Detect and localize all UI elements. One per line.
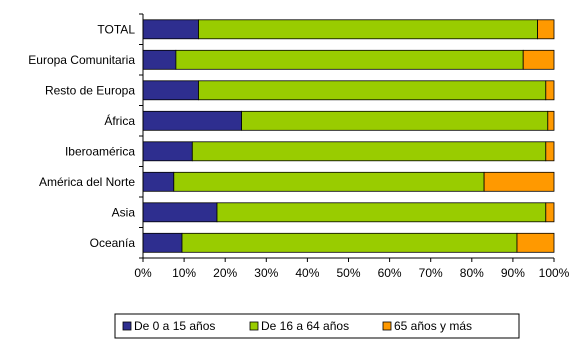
bar-africa-65-anos-y-mas (547, 110, 555, 131)
bar-iberoamerica-65-anos-y-mas (545, 141, 555, 162)
x-tick-label: 30% (254, 266, 278, 280)
category-label: Resto de Europa (45, 83, 135, 97)
category-label: Europa Comunitaria (28, 53, 135, 67)
x-tick-label: 60% (378, 266, 402, 280)
bar-asia-de-0-a-15-anos (142, 202, 218, 223)
bar-europa-comunitaria-de-16-a-64-anos (175, 49, 524, 70)
x-tick-label: 0% (134, 266, 152, 280)
labels-layer: TOTAL Europa Comunitaria Resto de Europa Áf… (28, 22, 569, 280)
legend-label-de-16-a-64-anos: De 16 a 64 años (261, 319, 349, 333)
legend: De 0 a 15 años De 16 a 64 años 65 años y m… (114, 313, 520, 339)
legend-swatch-de-0-a-15-anos (122, 321, 132, 331)
bars-layer (142, 19, 555, 253)
category-label: África (104, 113, 135, 128)
legend-label-65-anos-y-mas: 65 años y más (394, 319, 472, 333)
bar-iberoamerica-de-0-a-15-anos (142, 141, 193, 162)
bar-resto-de-europa-de-16-a-64-anos (198, 80, 547, 101)
bar-asia-de-16-a-64-anos (216, 202, 547, 223)
bar-resto-de-europa-de-0-a-15-anos (142, 80, 199, 101)
bar-europa-comunitaria-de-0-a-15-anos (142, 49, 177, 70)
bar-total-de-0-a-15-anos (142, 19, 199, 40)
legend-box (114, 313, 520, 339)
bar-asia-65-anos-y-mas (545, 202, 555, 223)
category-label: Oceanía (90, 236, 136, 250)
category-label: Iberoamérica (65, 144, 135, 158)
x-tick-label: 20% (213, 266, 237, 280)
legend-swatch-65-anos-y-mas (382, 321, 392, 331)
x-tick-label: 90% (501, 266, 525, 280)
bar-europa-comunitaria-65-anos-y-mas (522, 49, 555, 70)
x-tick-label: 100% (539, 266, 570, 280)
bar-iberoamerica-de-16-a-64-anos (191, 141, 547, 162)
bar-total-de-16-a-64-anos (198, 19, 539, 40)
category-label: América del Norte (39, 175, 135, 189)
bar-america-del-norte-de-0-a-15-anos (142, 171, 175, 192)
category-label: TOTAL (97, 22, 135, 36)
x-tick-label: 50% (336, 266, 360, 280)
category-label: Asia (112, 205, 136, 219)
bar-total-65-anos-y-mas (537, 19, 555, 40)
bar-africa-de-16-a-64-anos (241, 110, 549, 131)
x-tick-label: 70% (419, 266, 443, 280)
bar-resto-de-europa-65-anos-y-mas (545, 80, 555, 101)
legend-swatch-de-16-a-64-anos (249, 321, 259, 331)
x-tick-label: 80% (460, 266, 484, 280)
axes-layer (139, 13, 555, 262)
bar-oceania-65-anos-y-mas (516, 232, 555, 253)
x-tick-label: 10% (172, 266, 196, 280)
legend-label-de-0-a-15-anos: De 0 a 15 años (134, 319, 215, 333)
bar-america-del-norte-de-16-a-64-anos (173, 171, 485, 192)
bar-oceania-de-16-a-64-anos (181, 232, 518, 253)
bar-oceania-de-0-a-15-anos (142, 232, 183, 253)
bar-america-del-norte-65-anos-y-mas (483, 171, 555, 192)
x-tick-label: 40% (295, 266, 319, 280)
bar-africa-de-0-a-15-anos (142, 110, 242, 131)
